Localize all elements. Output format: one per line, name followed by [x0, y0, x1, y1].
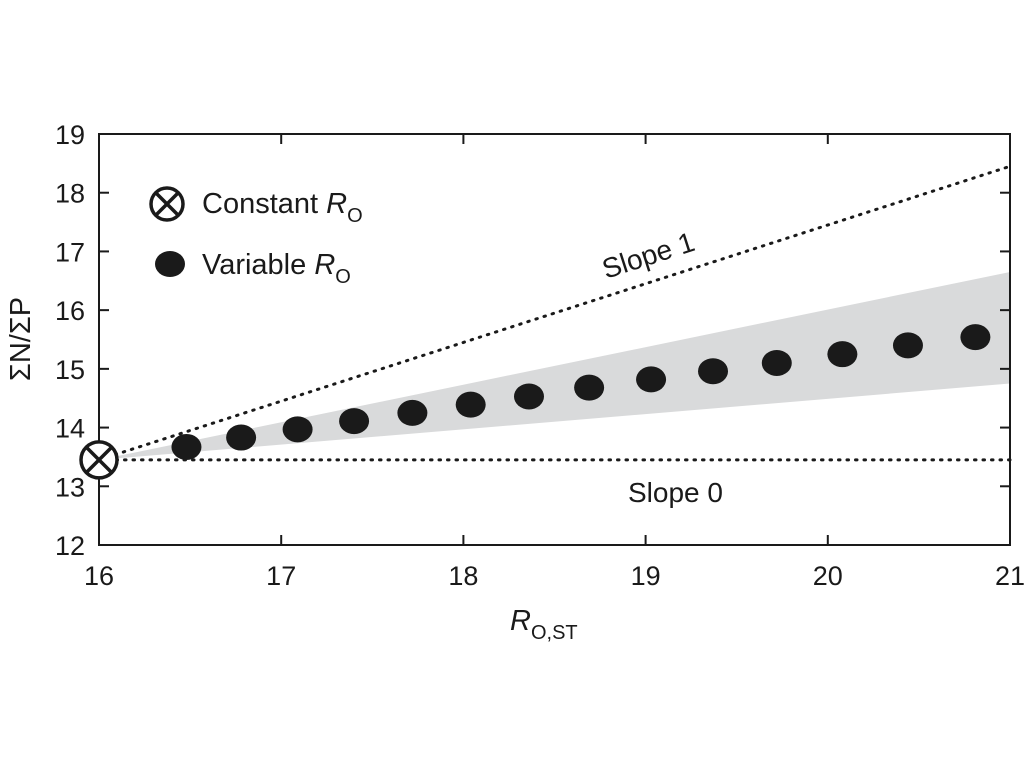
x-axis-label-sub: O,ST	[531, 622, 578, 644]
variable-ro-point	[761, 349, 792, 376]
constant-ro-point	[79, 440, 119, 480]
y-tick-label: 17	[55, 237, 85, 267]
legend-label-variable-italic: R	[314, 249, 335, 281]
y-tick-label: 18	[55, 179, 85, 209]
y-tick-label: 14	[55, 414, 85, 444]
variable-ro-point	[827, 341, 858, 368]
legend-label-constant-sub: O	[347, 205, 363, 227]
constant-ro-cross-b	[85, 446, 113, 474]
y-tick-label: 13	[55, 472, 85, 502]
variable-ro-point	[960, 324, 991, 351]
variable-ro-point	[282, 416, 313, 443]
x-tick-label: 18	[448, 561, 478, 591]
variable-ro-point	[698, 358, 729, 385]
x-tick-label: 17	[266, 561, 296, 591]
y-tick-label: 16	[55, 296, 85, 326]
variable-ro-point	[339, 408, 370, 435]
legend-marker-constant	[149, 186, 185, 222]
plot-frame	[98, 133, 1011, 546]
variable-ro-point	[892, 332, 923, 359]
x-tick-label: 16	[84, 561, 114, 591]
y-tick-label: 19	[55, 120, 85, 150]
y-tick-label: 12	[55, 531, 85, 561]
variable-ro-point	[226, 424, 257, 451]
shaded-band	[99, 271, 1010, 460]
x-tick-label: 19	[631, 561, 661, 591]
slope-0-label: Slope 0	[628, 477, 723, 508]
x-tick-label: 20	[813, 561, 843, 591]
y-axis-label: ΣN/ΣP	[5, 297, 37, 381]
slope-1-label: Slope 1	[598, 226, 698, 285]
x-tick-label: 21	[995, 561, 1024, 591]
variable-ro-point	[397, 399, 428, 426]
y-tick-label: 15	[55, 355, 85, 385]
x-axis-ticks: 16 17 18 19 20 21	[84, 134, 1024, 591]
legend-label-variable-sub: O	[335, 266, 351, 288]
variable-ro-point	[455, 391, 486, 418]
legend-marker-variable	[155, 251, 185, 277]
legend-label-variable-text: Variable	[202, 249, 314, 281]
y-axis-ticks: 12 13 14 15 16 17 18 19	[55, 120, 1010, 561]
x-axis-label: RO,ST	[510, 605, 578, 644]
legend: Constant RO Variable RO	[149, 186, 363, 288]
variable-ro-point	[636, 366, 667, 393]
legend-label-constant-text: Constant	[202, 188, 326, 220]
legend-label-variable: Variable RO	[202, 249, 351, 288]
reference-line-slope-1	[97, 164, 1012, 462]
legend-label-constant-italic: R	[326, 188, 347, 220]
variable-ro-point	[513, 383, 544, 410]
x-axis-label-main: R	[510, 605, 531, 637]
variable-ro-point	[171, 433, 202, 460]
legend-label-constant: Constant RO	[202, 188, 363, 227]
data-markers	[79, 324, 991, 480]
variable-ro-point	[574, 374, 605, 401]
